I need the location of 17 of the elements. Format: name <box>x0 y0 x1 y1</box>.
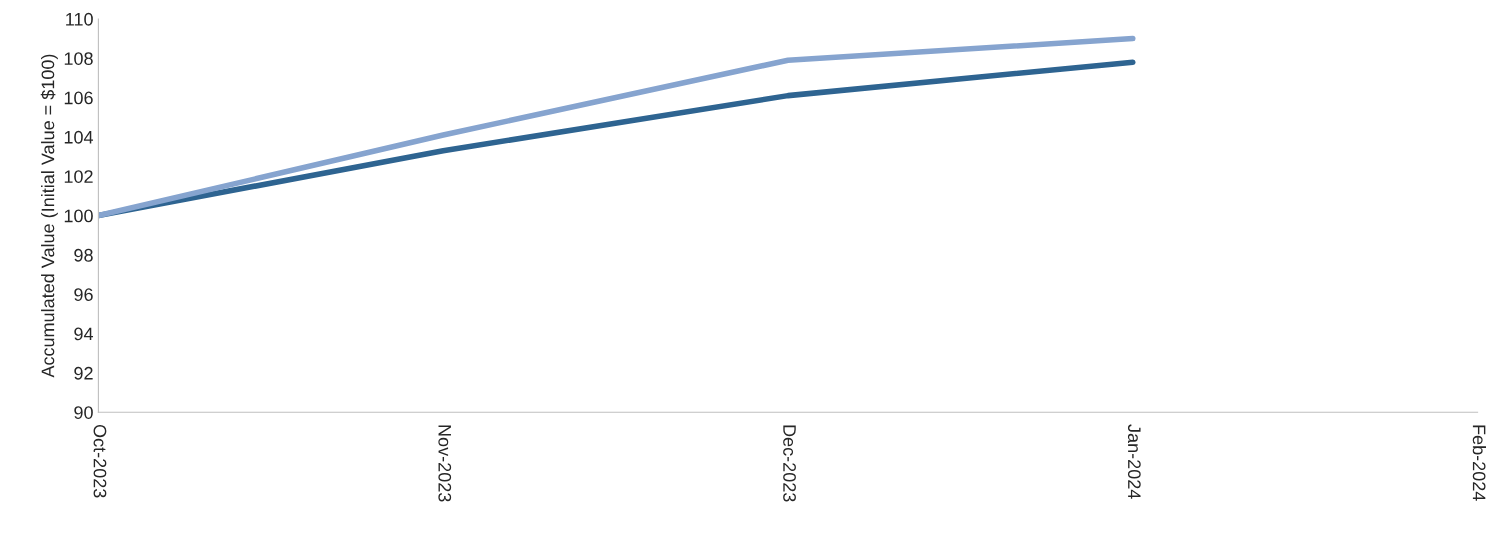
x-tick-label: Feb-2024 <box>1472 425 1486 501</box>
x-tick-label: Jan-2024 <box>1127 424 1141 499</box>
y-axis-title: Accumulated Value (Initial Value = $100) <box>40 54 58 378</box>
y-tick-label: 106 <box>64 91 93 105</box>
y-tick-label: 108 <box>64 52 93 65</box>
x-tick-label: Dec-2023 <box>783 425 796 502</box>
y-tick-label: 92 <box>74 366 93 380</box>
x-tick-label: Nov-2023 <box>438 425 452 502</box>
x-tick-label: Oct-2023 <box>93 424 107 498</box>
y-tick-label: 90 <box>74 406 93 419</box>
y-tick-label: 94 <box>74 327 94 341</box>
y-tick-label: 100 <box>64 209 93 223</box>
y-tick-label: 110 <box>66 12 93 26</box>
y-tick-label: 102 <box>64 170 93 183</box>
y-tick-label: 96 <box>74 288 93 301</box>
y-tick-label: 98 <box>74 248 93 262</box>
y-tick-label: 104 <box>64 130 94 144</box>
